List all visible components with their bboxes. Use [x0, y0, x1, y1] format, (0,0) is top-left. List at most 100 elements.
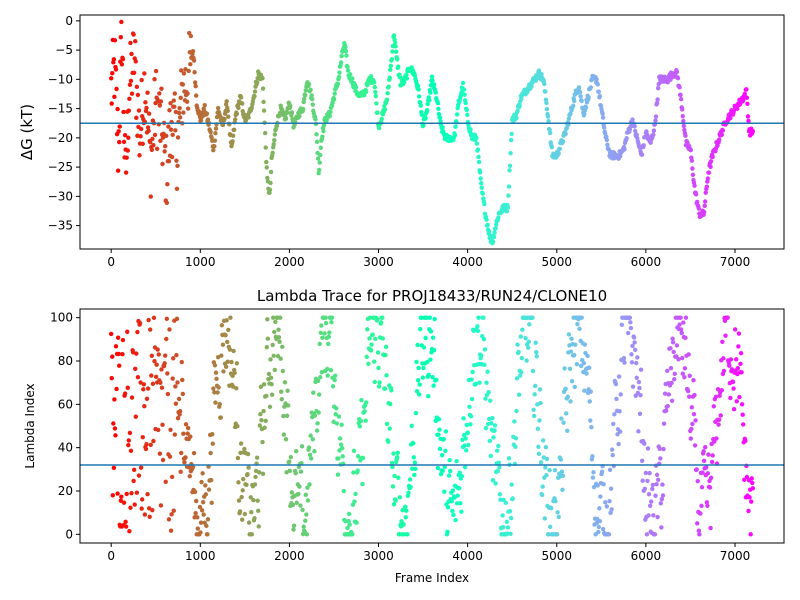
top-data-point: [272, 137, 277, 143]
top-data-point: [142, 71, 147, 76]
top-data-point: [384, 97, 390, 102]
top-data-point: [681, 123, 687, 129]
top-data-point: [746, 118, 751, 124]
bottom-data-point: [315, 378, 321, 384]
bottom-data-point: [736, 331, 742, 336]
bottom-data-point: [159, 385, 165, 390]
top-data-point: [350, 76, 355, 81]
top-data-point: [547, 130, 553, 136]
bottom-data-point: [235, 455, 241, 461]
bottom-data-point: [701, 458, 707, 464]
bottom-data-point: [424, 359, 430, 365]
bottom-data-point: [142, 512, 148, 517]
bottom-data-point: [744, 463, 749, 468]
top-y-tick-label: 0: [65, 14, 73, 28]
top-data-point: [112, 38, 118, 43]
bottom-data-point: [376, 384, 382, 389]
top-data-point: [492, 230, 497, 235]
bottom-data-point: [630, 343, 635, 349]
bottom-y-tick-label: 20: [58, 484, 73, 498]
bottom-data-point: [141, 387, 146, 392]
top-data-point: [150, 136, 155, 142]
bottom-data-point: [211, 386, 216, 391]
top-data-point: [476, 159, 482, 165]
bottom-data-point: [450, 488, 456, 493]
top-data-point: [177, 115, 183, 120]
bottom-data-point: [403, 504, 408, 509]
top-data-point: [193, 83, 198, 89]
top-data-point: [144, 105, 149, 111]
bottom-data-point: [151, 315, 157, 321]
bottom-data-point: [257, 470, 262, 475]
bottom-data-point: [277, 315, 283, 320]
bottom-data-point: [124, 491, 129, 497]
bottom-data-point: [212, 390, 217, 395]
bottom-data-point: [642, 486, 647, 492]
bottom-data-point: [141, 382, 147, 387]
top-data-point: [462, 92, 467, 97]
top-data-point: [316, 167, 322, 173]
bottom-data-point: [137, 320, 143, 326]
bottom-data-point: [647, 470, 652, 476]
bottom-data-point: [238, 450, 243, 456]
bottom-data-point: [489, 421, 494, 426]
bottom-data-point: [258, 412, 263, 417]
top-data-point: [404, 76, 410, 81]
bottom-data-point: [468, 422, 473, 427]
bottom-data-point: [462, 465, 468, 470]
chart-title: Lambda Trace for PROJ18433/RUN24/CLONE10: [257, 287, 607, 305]
top-y-tick-label: −20: [48, 131, 73, 145]
bottom-data-point: [259, 417, 264, 423]
top-data-point: [477, 170, 483, 175]
top-data-point: [678, 96, 684, 102]
bottom-data-point: [264, 393, 269, 399]
bottom-data-point: [238, 441, 244, 446]
top-data-point: [188, 33, 194, 39]
bottom-data-point: [146, 506, 152, 511]
bottom-data-point: [578, 363, 584, 369]
bottom-data-point: [646, 513, 651, 518]
bottom-data-point: [213, 370, 219, 375]
bottom-data-point: [659, 496, 665, 502]
bottom-data-point: [663, 408, 669, 413]
bottom-data-point: [179, 450, 184, 456]
bottom-data-point: [689, 426, 694, 432]
bottom-data-point: [293, 449, 299, 454]
top-data-point: [424, 107, 430, 113]
bottom-data-point: [279, 389, 284, 394]
bottom-data-point: [113, 344, 119, 349]
bottom-data-point: [568, 399, 573, 404]
bottom-data-point: [454, 501, 460, 506]
bottom-data-point: [135, 329, 140, 335]
top-data-point: [310, 102, 315, 107]
bottom-data-point: [510, 496, 515, 501]
top-data-point: [461, 87, 467, 92]
bottom-data-point: [627, 315, 633, 320]
bottom-data-point: [558, 457, 564, 462]
bottom-data-point: [289, 490, 295, 495]
top-data-point: [604, 134, 609, 139]
bottom-data-point: [203, 483, 208, 488]
bottom-data-point: [199, 508, 205, 513]
bottom-data-point: [171, 356, 176, 361]
bottom-data-point: [426, 393, 431, 399]
bottom-data-point: [700, 470, 705, 475]
bottom-data-point: [662, 391, 668, 396]
bottom-data-point: [488, 453, 494, 459]
top-data-point: [172, 91, 178, 96]
top-data-point: [431, 82, 437, 87]
bottom-data-point: [139, 506, 144, 511]
bottom-data-point: [337, 436, 343, 441]
top-data-point: [478, 176, 483, 181]
top-data-point: [134, 115, 139, 121]
bottom-data-point: [146, 317, 151, 323]
bottom-data-point: [154, 362, 159, 367]
bottom-data-point: [437, 446, 443, 452]
top-data-point: [133, 39, 138, 44]
bottom-data-point: [297, 484, 302, 489]
top-data-point: [653, 114, 659, 119]
bottom-data-point: [396, 475, 401, 480]
bottom-data-point: [198, 520, 204, 525]
bottom-data-point: [478, 353, 484, 358]
bottom-data-point: [340, 454, 345, 459]
